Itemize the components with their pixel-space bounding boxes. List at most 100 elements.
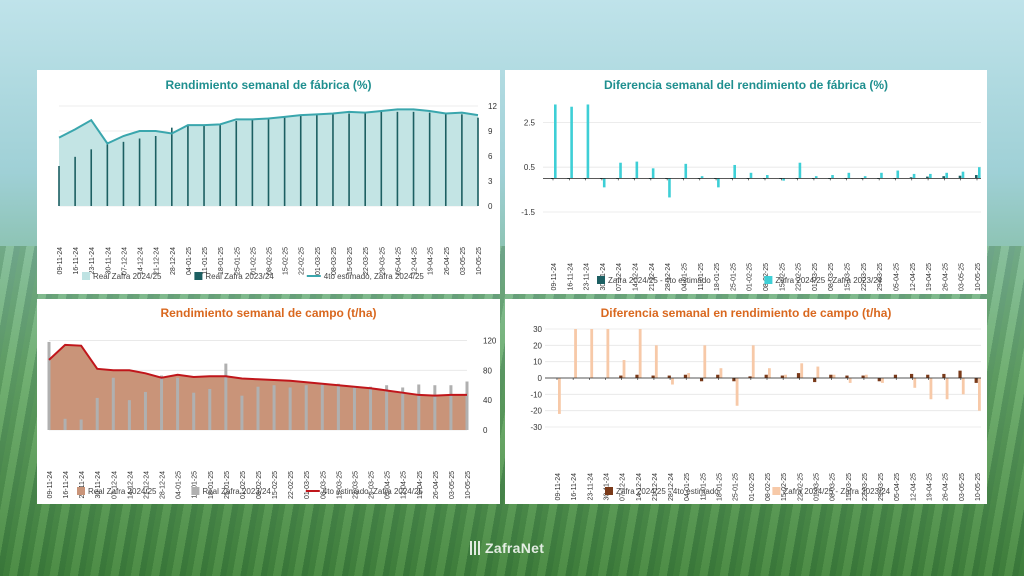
bar-diff-vs-estimado xyxy=(926,374,930,378)
x-tick-label: 29-03-25 xyxy=(379,247,386,275)
x-tick-label: 30-11-24 xyxy=(105,247,112,275)
x-tick-label: 26-04-25 xyxy=(433,471,440,499)
y-tick-label: 10 xyxy=(533,358,542,367)
bar-real-2023-24 xyxy=(465,381,469,430)
bar-diff-vs-2023-24 xyxy=(668,178,671,198)
x-tick-label: 01-02-25 xyxy=(749,473,756,501)
bar-real-2023-24 xyxy=(111,377,115,430)
bar-diff-vs-2023-24 xyxy=(945,378,949,400)
x-tick-label: 12-04-25 xyxy=(910,263,917,291)
x-tick-label: 14-12-24 xyxy=(127,471,134,499)
x-tick-label: 23-11-24 xyxy=(79,471,86,499)
y-tick-label: -30 xyxy=(530,423,542,432)
legend-label: Zafra 2024/25 - 4to estimado xyxy=(616,487,719,496)
bar-diff-vs-estimado xyxy=(732,378,736,382)
legend-swatch xyxy=(605,487,613,495)
bar-diff-vs-2023-24 xyxy=(574,329,577,378)
x-tick-label: 21-12-24 xyxy=(143,471,150,499)
bar-diff-vs-estimado xyxy=(651,375,655,378)
bar-diff-vs-2023-24 xyxy=(929,173,932,179)
x-tick-label: 07-12-24 xyxy=(616,263,623,291)
x-tick-label: 11-01-25 xyxy=(698,263,705,291)
x-tick-label: 16-11-24 xyxy=(571,473,578,501)
bar-diff-vs-2023-24 xyxy=(864,374,868,378)
x-tick-label: 05-04-25 xyxy=(893,263,900,291)
panel-field-yield: Rendimiento semanal de campo (t/ha) 120 8… xyxy=(37,299,500,504)
legend-swatch xyxy=(77,487,85,495)
bar-real-2023-24 xyxy=(192,392,196,430)
bar-real-2023-24 xyxy=(380,111,383,206)
bar-diff-vs-2023-24 xyxy=(961,171,965,179)
bar-diff-vs-estimado xyxy=(909,373,914,378)
x-tick-label: 19-04-25 xyxy=(428,247,435,275)
bar-diff-vs-2023-24 xyxy=(586,104,590,179)
x-tick-label: 21-12-24 xyxy=(652,473,659,501)
x-tick-label: 12-04-25 xyxy=(401,471,408,499)
panel-factory-yield: Rendimiento semanal de fábrica (%) 12 9 6 3… xyxy=(37,70,500,294)
y-tick-label: 20 xyxy=(533,341,542,350)
legend-swatch xyxy=(764,276,773,284)
x-tick-label: 01-03-25 xyxy=(304,471,311,499)
bar-diff-vs-2023-24 xyxy=(768,368,771,378)
bar-diff-vs-estimado xyxy=(958,370,962,378)
bar-diff-vs-estimado xyxy=(796,373,801,378)
bar-real-2023-24 xyxy=(433,385,437,430)
bar-diff-vs-2023-24 xyxy=(816,366,820,378)
field-yield-chart: 120 80 40 0 09-11-24 16-11-24 23-11-24 30-11-24… xyxy=(47,336,497,499)
y-tick-label: -1.5 xyxy=(521,208,535,217)
bar-diff-vs-2023-24 xyxy=(913,378,917,388)
y-tick-label: 0 xyxy=(538,374,543,383)
x-tick-label: 21-12-24 xyxy=(649,263,656,291)
x-tick-label: 14-12-24 xyxy=(633,263,640,291)
bar-diff-vs-estimado xyxy=(619,375,623,378)
bar-diff-vs-2023-24 xyxy=(703,345,707,378)
bar-diff-vs-estimado xyxy=(942,373,946,378)
bar-real-2023-24 xyxy=(171,127,173,206)
bar-diff-vs-2023-24 xyxy=(782,178,785,181)
x-tick-label: 22-03-25 xyxy=(862,473,869,501)
bar-real-2023-24 xyxy=(224,363,228,430)
x-tick-label: 26-04-25 xyxy=(942,263,949,291)
x-tick-label: 01-02-25 xyxy=(250,247,257,275)
bar-real-2023-24 xyxy=(369,386,373,430)
bar-diff-vs-estimado xyxy=(845,375,849,378)
bar-diff-vs-2023-24 xyxy=(961,378,965,395)
chart-title: Diferencia semanal en rendimiento de cam… xyxy=(600,306,892,320)
bar-diff-vs-2023-24 xyxy=(751,345,755,378)
x-tick-label: 14-12-24 xyxy=(138,247,145,275)
bar-real-2023-24 xyxy=(332,114,334,206)
field-yield-diff-chart: 30 20 10 0 -10 -20 -30 09-11-24 16-11-24 23-11-24… xyxy=(530,325,982,501)
x-tick-label: 15-02-25 xyxy=(779,263,786,291)
bar-real-2023-24 xyxy=(320,383,324,430)
bar-diff-vs-2023-24 xyxy=(635,161,639,179)
x-tick-label: 09-11-24 xyxy=(47,471,54,499)
x-tick-label: 07-12-24 xyxy=(121,247,128,275)
x-tick-label: 15-02-25 xyxy=(283,247,290,275)
x-tick-label: 22-03-25 xyxy=(861,263,868,291)
x-tick-label: 22-03-25 xyxy=(363,247,370,275)
bar-diff-vs-2023-24 xyxy=(847,172,851,179)
x-tick-label: 08-02-25 xyxy=(256,471,263,499)
bar-real-2023-24 xyxy=(154,136,157,206)
x-tick-label: 01-02-25 xyxy=(240,471,247,499)
legend-swatch xyxy=(772,487,781,495)
bar-real-2023-24 xyxy=(461,114,463,206)
line-4to-estimado xyxy=(48,343,467,397)
y-tick-label: 120 xyxy=(483,336,497,345)
bar-diff-vs-2023-24 xyxy=(687,373,691,378)
bar-diff-vs-2023-24 xyxy=(602,178,606,188)
legend-label: Real Zafra 2023/24 xyxy=(202,487,271,496)
x-tick-label: 03-05-25 xyxy=(449,471,456,499)
x-tick-label: 16-11-24 xyxy=(567,263,574,291)
bar-diff-vs-2023-24 xyxy=(848,378,852,383)
bar-real-2023-24 xyxy=(396,111,399,206)
bar-diff-vs-2023-24 xyxy=(735,378,739,406)
x-tick-label: 11-01-25 xyxy=(202,247,209,275)
legend-swatch xyxy=(194,272,203,280)
x-tick-label: 26-04-25 xyxy=(943,473,950,501)
bar-real-2023-24 xyxy=(385,385,389,430)
factory-yield-diff-chart: 2.50.5-1.509-11-2416-11-2423-11-2430-11-… xyxy=(521,104,982,291)
factory-yield-chart: 12 9 6 3 0 09-11-24 16-11-24 23-11-24 30-11-24 07… xyxy=(57,102,497,281)
legend-label: Real Zafra 2024/25 xyxy=(88,487,157,496)
bar-real-2023-24 xyxy=(58,166,60,206)
